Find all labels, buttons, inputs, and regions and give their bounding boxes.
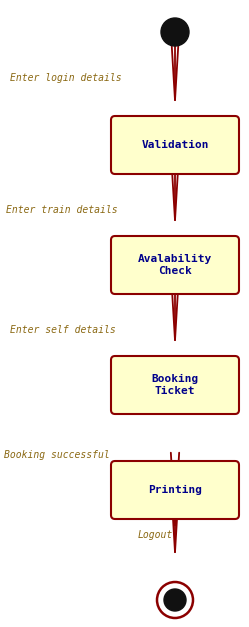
Text: Enter self details: Enter self details <box>10 325 116 335</box>
Text: Avalability
Check: Avalability Check <box>138 254 212 276</box>
FancyBboxPatch shape <box>111 236 239 294</box>
Circle shape <box>161 18 189 46</box>
Text: Booking
Ticket: Booking Ticket <box>151 374 199 396</box>
Text: Enter login details: Enter login details <box>10 73 122 83</box>
Text: Printing: Printing <box>148 485 202 495</box>
FancyBboxPatch shape <box>111 461 239 519</box>
Text: Validation: Validation <box>141 140 209 150</box>
FancyBboxPatch shape <box>111 116 239 174</box>
Text: Booking successful: Booking successful <box>4 450 110 460</box>
Circle shape <box>164 589 186 611</box>
FancyBboxPatch shape <box>111 356 239 414</box>
Text: Logout: Logout <box>137 530 173 540</box>
Text: Enter train details: Enter train details <box>6 205 118 215</box>
